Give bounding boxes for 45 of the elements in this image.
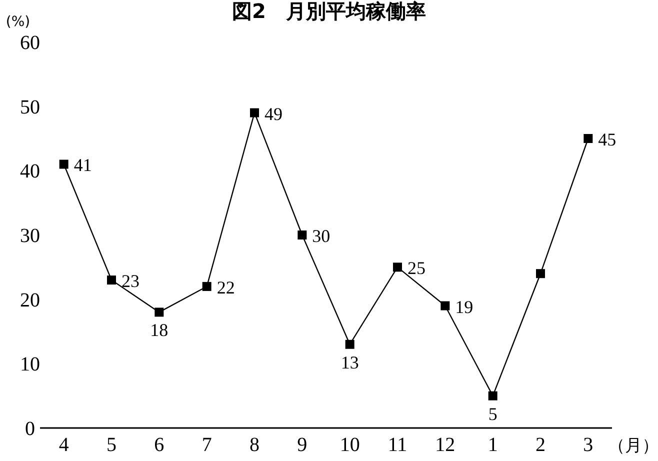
point [584,134,593,143]
x-tick-label: 9 [297,434,308,456]
point [250,108,259,118]
x-tick-label: 1 [488,434,498,456]
y-tick-label: 20 [20,289,40,312]
data-label: 41 [74,155,92,176]
x-tick-label: 4 [58,434,69,456]
data-label: 5 [488,404,498,424]
point [298,230,307,240]
x-tick-label: 6 [154,434,164,456]
data-label: 25 [408,258,426,278]
point [345,340,354,349]
point [202,282,212,291]
data-label: 30 [312,226,330,246]
point [488,391,498,400]
y-axis-title: (%) [6,14,30,30]
y-tick-label: 60 [20,32,40,54]
data-label: 13 [340,352,359,372]
y-tick-label: 10 [20,354,40,376]
data-label: 22 [216,277,235,298]
point [536,269,545,278]
chart-title: 図2 月別平均稼働率 [232,0,426,23]
point [59,160,68,169]
data-label: 19 [455,296,474,317]
x-tick-label: 5 [106,434,116,456]
point [107,276,116,285]
x-axis-title: （月） [608,436,658,456]
x-tick-label: 7 [202,434,212,456]
point [154,308,164,317]
x-tick-label: 12 [435,434,456,456]
data-label: 49 [264,104,282,124]
point [440,301,450,310]
y-tick-label: 40 [20,160,40,183]
x-tick-label: 11 [388,434,408,456]
y-tick-label: 30 [20,225,40,247]
data-label: 23 [122,271,140,292]
x-tick-label: 3 [583,434,594,456]
y-tick-label: 50 [20,96,40,118]
x-tick-label: 2 [536,434,546,456]
data-label: 18 [150,320,168,340]
point [393,262,402,272]
x-tick-label: 10 [340,434,360,456]
y-tick-label: 0 [25,418,35,440]
x-tick-label: 8 [250,434,260,456]
data-label: 45 [598,130,616,150]
